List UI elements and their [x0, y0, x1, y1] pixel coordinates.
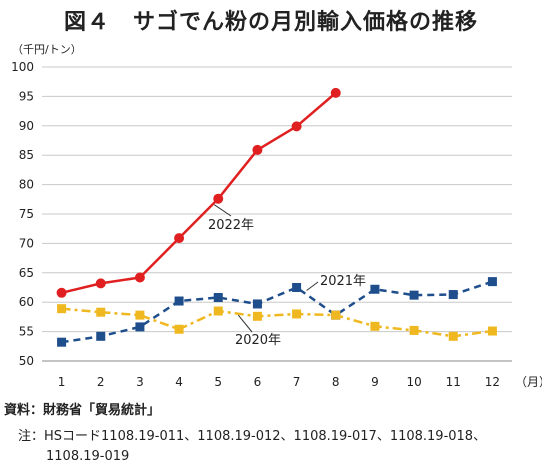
x-tick-label: 6	[254, 375, 262, 389]
y-tick-label: 90	[19, 119, 34, 133]
x-tick-label: 9	[371, 375, 379, 389]
data-point	[409, 325, 419, 335]
y-tick-label: 50	[19, 354, 34, 368]
data-point	[370, 284, 380, 294]
x-axis-unit-label: （月）	[515, 375, 542, 389]
data-point	[487, 326, 497, 336]
data-point	[57, 304, 67, 314]
series-layer	[56, 87, 497, 347]
data-point	[174, 233, 185, 244]
y-axis-label: （千円/トン）	[12, 43, 82, 56]
data-point	[252, 144, 263, 155]
data-point	[96, 331, 106, 341]
series-label-leader	[237, 314, 253, 333]
x-tick-label: 12	[485, 375, 500, 389]
series-line	[61, 91, 337, 295]
x-tick-label: 10	[406, 375, 421, 389]
data-point	[448, 331, 458, 341]
data-point	[174, 324, 184, 334]
data-point	[135, 310, 145, 320]
hs-code-note: 注：HSコード1108.19-011、1108.19-012、1108.19-0…	[18, 429, 487, 444]
data-point	[252, 299, 262, 309]
y-tick-label: 95	[19, 89, 34, 103]
x-tick-label: 5	[214, 375, 222, 389]
series-label-leader	[213, 204, 232, 217]
data-point	[213, 292, 223, 302]
y-tick-label: 60	[19, 295, 34, 309]
hs-code-note-continued: 1108.19-019	[46, 449, 130, 464]
x-tick-label: 11	[446, 375, 461, 389]
data-point	[96, 307, 106, 317]
data-point	[134, 272, 145, 283]
data-point	[448, 290, 458, 300]
x-tick-label: 4	[175, 375, 183, 389]
y-tick-label: 80	[19, 178, 34, 192]
data-point	[409, 290, 419, 300]
y-tick-label: 65	[19, 266, 34, 280]
series-label: 2020年	[235, 333, 281, 348]
data-point	[174, 296, 184, 306]
series-label: 2022年	[208, 218, 254, 233]
series-label-leader	[306, 281, 319, 291]
y-tick-labels: 50 55 60 65 70 75 80 85 90 95 100	[11, 60, 34, 368]
y-tick-label: 100	[11, 60, 34, 74]
x-tick-label: 8	[332, 375, 340, 389]
y-tick-label: 75	[19, 207, 34, 221]
data-point	[135, 322, 145, 332]
source-note: 資料：財務省「貿易統計」	[4, 403, 161, 418]
data-point	[370, 321, 380, 331]
data-point	[213, 306, 223, 316]
x-tick-label: 2	[97, 375, 105, 389]
x-tick-labels: 1 2 3 4 5 6 7 8 9 10 11 12	[58, 375, 500, 389]
x-tick-label: 7	[293, 375, 301, 389]
data-point	[252, 311, 262, 321]
series-label: 2021年	[320, 274, 366, 289]
series-line	[61, 280, 493, 344]
data-point	[56, 287, 67, 298]
data-point	[95, 278, 106, 289]
data-point	[57, 337, 67, 347]
data-point	[487, 277, 497, 287]
chart-title: 図４ サゴでん粉の月別輸入価格の推移	[63, 10, 478, 35]
x-tick-label: 1	[58, 375, 66, 389]
data-point	[213, 193, 224, 204]
data-point	[292, 283, 302, 292]
gridlines	[42, 66, 512, 362]
data-point	[331, 310, 341, 320]
data-point	[292, 309, 302, 319]
data-point	[291, 121, 302, 132]
x-tick-label: 3	[136, 375, 144, 389]
series-labels: 2022年 2021年 2020年	[208, 204, 366, 348]
y-tick-label: 85	[19, 148, 34, 162]
series-line	[61, 307, 493, 338]
data-point	[330, 87, 341, 98]
y-tick-label: 70	[19, 236, 34, 250]
y-tick-label: 55	[19, 325, 34, 339]
